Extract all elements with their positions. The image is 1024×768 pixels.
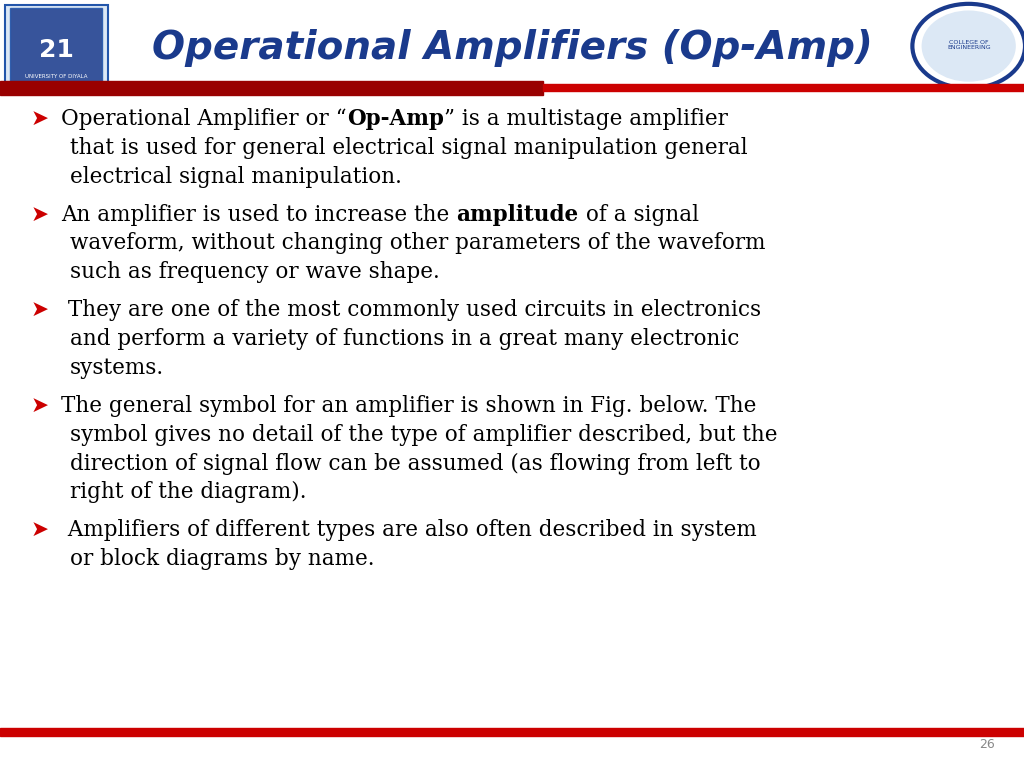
- Text: Op-Amp: Op-Amp: [347, 108, 444, 130]
- Text: Operational Amplifier or “: Operational Amplifier or “: [61, 108, 347, 130]
- Text: amplitude: amplitude: [457, 204, 579, 226]
- Text: UNIVERSITY OF DIYALA: UNIVERSITY OF DIYALA: [25, 74, 88, 79]
- Text: ➤: ➤: [31, 396, 49, 416]
- Text: Amplifiers of different types are also often described in system: Amplifiers of different types are also o…: [61, 519, 757, 541]
- Text: systems.: systems.: [70, 357, 164, 379]
- FancyBboxPatch shape: [10, 8, 102, 83]
- Text: right of the diagram).: right of the diagram).: [70, 482, 306, 503]
- Text: of a signal: of a signal: [579, 204, 698, 226]
- Text: COLLEGE OF: COLLEGE OF: [949, 40, 988, 45]
- Text: waveform, without changing other parameters of the waveform: waveform, without changing other paramet…: [70, 233, 765, 254]
- Text: An amplifier is used to increase the: An amplifier is used to increase the: [61, 204, 457, 226]
- Bar: [0, 728, 1024, 736]
- Text: They are one of the most commonly used circuits in electronics: They are one of the most commonly used c…: [61, 300, 762, 321]
- Text: ENGINEERING: ENGINEERING: [947, 45, 990, 50]
- Text: electrical signal manipulation.: electrical signal manipulation.: [70, 166, 401, 187]
- Text: 21: 21: [39, 38, 74, 62]
- Text: 26: 26: [980, 739, 995, 751]
- Bar: [0, 81, 543, 95]
- Text: symbol gives no detail of the type of amplifier described, but the: symbol gives no detail of the type of am…: [70, 424, 777, 445]
- Text: and perform a variety of functions in a great many electronic: and perform a variety of functions in a …: [70, 328, 739, 350]
- Circle shape: [923, 12, 1015, 81]
- Text: that is used for general electrical signal manipulation general: that is used for general electrical sign…: [70, 137, 748, 159]
- Text: such as frequency or wave shape.: such as frequency or wave shape.: [70, 261, 439, 283]
- Text: ” is a multistage amplifier: ” is a multistage amplifier: [444, 108, 728, 130]
- Text: ➤: ➤: [31, 204, 49, 225]
- Text: ➤: ➤: [31, 300, 49, 320]
- Text: or block diagrams by name.: or block diagrams by name.: [70, 548, 374, 570]
- Text: ➤: ➤: [31, 109, 49, 129]
- Text: Operational Amplifiers (Op-Amp): Operational Amplifiers (Op-Amp): [152, 29, 872, 68]
- Text: The general symbol for an amplifier is shown in Fig. below. The: The general symbol for an amplifier is s…: [61, 395, 757, 417]
- FancyBboxPatch shape: [5, 5, 108, 86]
- Bar: [543, 84, 1024, 91]
- Text: ➤: ➤: [31, 520, 49, 541]
- Text: direction of signal flow can be assumed (as flowing from left to: direction of signal flow can be assumed …: [70, 452, 760, 475]
